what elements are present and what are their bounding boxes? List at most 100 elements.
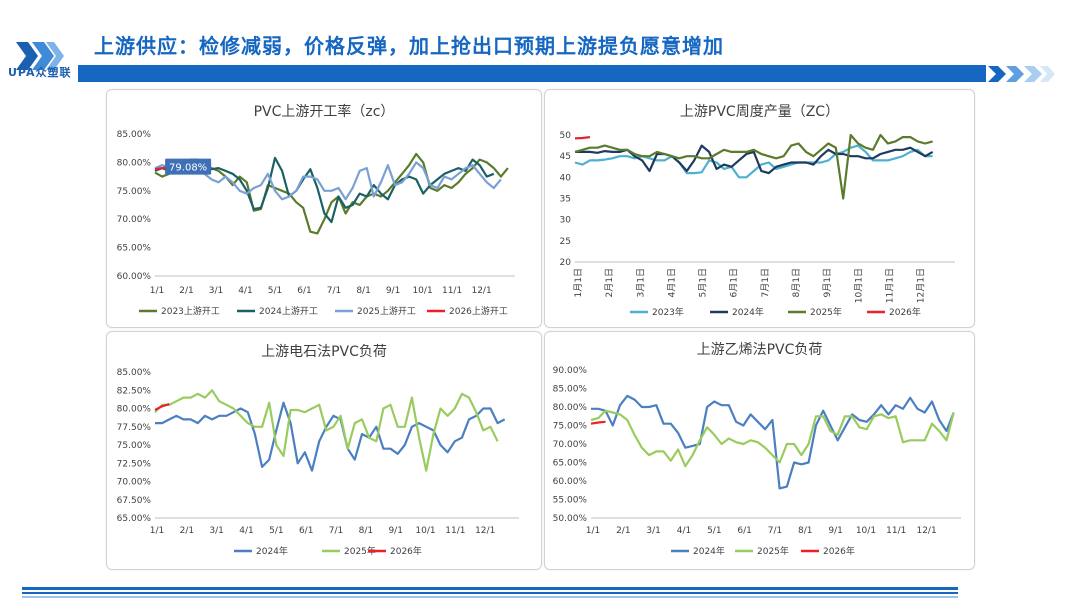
y-tick-label: 70.00% — [553, 440, 588, 450]
x-tick-label: 4/1 — [239, 526, 253, 536]
x-tick-label: 8/1 — [798, 526, 812, 536]
y-tick-label: 65.00% — [117, 514, 152, 524]
y-tick-label: 55.00% — [553, 496, 588, 506]
legend-item: 2023上游开工 — [139, 305, 220, 317]
y-tick-label: 72.50% — [117, 459, 152, 469]
x-tick-label: 1/1 — [586, 526, 600, 536]
x-tick-label: 6月1日 — [729, 268, 740, 297]
slide-title: 上游供应：检修减弱，价格反弹，加上抢出口预期上游提负愿意增加 — [94, 34, 724, 58]
svg-text:2023年: 2023年 — [652, 306, 684, 318]
footer-bar — [22, 596, 958, 598]
x-tick-label: 6/1 — [299, 526, 313, 536]
x-tick-label: 2/1 — [180, 526, 194, 536]
x-tick-label: 6/1 — [297, 286, 311, 296]
x-tick-label: 8/1 — [356, 286, 370, 296]
x-tick-label: 8月1日 — [791, 268, 802, 297]
y-tick-label: 85.00% — [553, 385, 588, 395]
chart-title: 上游PVC周度产量（ZC） — [680, 104, 839, 120]
series-line — [574, 144, 933, 179]
series-line — [591, 394, 955, 490]
legend-item: 2024年 — [234, 545, 288, 557]
x-tick-label: 7/1 — [329, 526, 343, 536]
x-tick-label: 8/1 — [359, 526, 373, 536]
y-tick-label: 75.00% — [553, 422, 588, 432]
x-tick-label: 10月1日 — [853, 268, 864, 303]
x-tick-label: 10/1 — [415, 526, 435, 536]
svg-text:2025年: 2025年 — [344, 545, 376, 557]
svg-text:2024年: 2024年 — [732, 306, 764, 318]
chart-ethylene-load: 上游乙烯法PVC负荷 90.00% 85.00% 80.00% 75.00% 70.00%… — [553, 342, 961, 557]
y-tick-label: 50 — [560, 131, 572, 141]
x-tick-label: 4/1 — [677, 526, 691, 536]
y-tick-label: 67.50% — [117, 496, 152, 506]
y-tick-label: 25 — [560, 237, 571, 247]
x-tick-label: 12/1 — [475, 526, 495, 536]
y-tick-label: 60.00% — [117, 272, 152, 282]
footer-bar — [22, 592, 958, 594]
x-tick-label: 5/1 — [707, 526, 721, 536]
series-line — [590, 409, 955, 468]
x-tick-label: 7/1 — [768, 526, 782, 536]
logo-text: UPA众塑联 — [8, 66, 72, 79]
series-line — [154, 161, 502, 201]
chart-upstream-operating-rate: PVC上游开工率（zc） 85.00% 80.00% 75.00% 70.00% 65.0… — [117, 103, 515, 317]
x-tick-label: 4月1日 — [666, 268, 677, 297]
x-tick-label: 1月1日 — [573, 268, 584, 297]
x-tick-label: 11月1日 — [884, 268, 895, 303]
svg-text:2026年: 2026年 — [390, 545, 422, 557]
y-tick-label: 40 — [560, 173, 572, 183]
x-tick-label: 5/1 — [269, 526, 283, 536]
chart-calcium-carbide-load: 上游电石法PVC负荷 85.00% 82.50% 80.00% 77.50% 75.00%… — [117, 344, 519, 557]
legend-item: 2024上游开工 — [237, 305, 318, 317]
y-tick-label: 75.00% — [117, 441, 152, 451]
series-line — [154, 156, 495, 224]
y-tick-label: 30 — [560, 216, 572, 226]
chart-panel-weekly-output: 上游PVC周度产量（ZC） 50 45 40 35 30 25 20 1月1日 2月1日 3月1日 4… — [544, 89, 975, 328]
x-tick-label: 2月1日 — [604, 268, 615, 297]
x-tick-label: 4/1 — [238, 286, 252, 296]
svg-text:2026年: 2026年 — [889, 306, 921, 318]
series-line — [154, 403, 170, 411]
legend-item: 2026上游开工 — [427, 305, 508, 317]
x-tick-label: 1/1 — [150, 526, 164, 536]
legend-item: 2025年 — [322, 545, 376, 557]
x-tick-label: 7月1日 — [760, 268, 771, 297]
svg-text:2023上游开工: 2023上游开工 — [161, 305, 220, 317]
x-tick-label: 12月1日 — [916, 268, 927, 303]
series-line — [590, 420, 606, 425]
svg-text:2024上游开工: 2024上游开工 — [259, 305, 318, 317]
x-tick-label: 3/1 — [646, 526, 660, 536]
data-label: 79.08% — [165, 158, 212, 175]
chart-panel-calcium-carbide-load: 上游电石法PVC负荷 85.00% 82.50% 80.00% 77.50% 75.00%… — [106, 331, 542, 570]
y-tick-label: 45 — [560, 152, 571, 162]
svg-text:2025年: 2025年 — [810, 306, 842, 318]
x-tick-label: 5/1 — [268, 286, 282, 296]
x-tick-label: 3/1 — [209, 526, 223, 536]
chart-title: 上游电石法PVC负荷 — [261, 344, 387, 360]
svg-text:2025年: 2025年 — [757, 545, 789, 557]
series-line — [155, 401, 506, 472]
x-tick-label: 3月1日 — [635, 268, 646, 297]
series-line — [574, 136, 591, 140]
svg-text:2026上游开工: 2026上游开工 — [449, 305, 508, 317]
chevron-right-icon — [988, 66, 1055, 82]
x-tick-label: 9/1 — [828, 526, 842, 536]
x-tick-label: 11/1 — [886, 526, 906, 536]
svg-text:2026年: 2026年 — [823, 545, 855, 557]
header-bar — [78, 65, 986, 82]
legend-item: 2023年 — [630, 306, 684, 318]
legend-item: 2026年 — [867, 306, 921, 318]
y-tick-label: 70.00% — [117, 215, 152, 225]
svg-text:2025上游开工: 2025上游开工 — [357, 305, 416, 317]
legend-item: 2026年 — [368, 545, 422, 557]
series-line — [154, 389, 499, 472]
legend-item: 2025上游开工 — [335, 305, 416, 317]
y-tick-label: 35 — [560, 195, 571, 205]
x-tick-label: 12/1 — [916, 526, 936, 536]
x-tick-label: 7/1 — [327, 286, 341, 296]
footer-bar — [22, 587, 958, 590]
legend-item: 2025年 — [735, 545, 789, 557]
svg-text:79.08%: 79.08% — [169, 163, 207, 174]
x-tick-label: 3/1 — [209, 286, 223, 296]
